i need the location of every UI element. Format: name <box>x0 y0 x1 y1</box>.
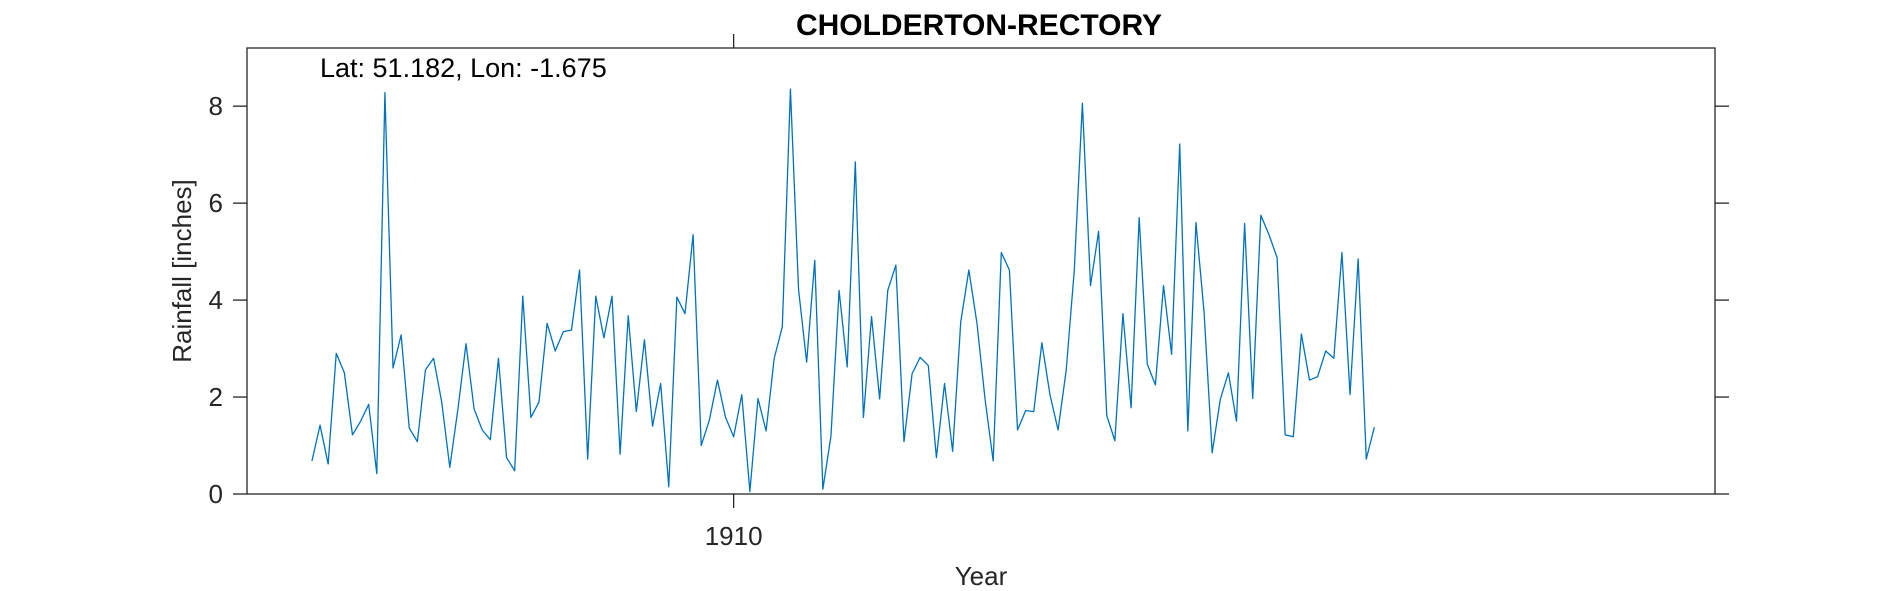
y-tick-label: 2 <box>209 382 223 412</box>
chart-title: CHOLDERTON-RECTORY <box>796 9 1162 42</box>
y-tick-label: 0 <box>209 479 223 509</box>
rainfall-series-line <box>311 88 1376 493</box>
tick-labels: 0 2 4 6 8 1910 <box>209 91 763 551</box>
y-axis-label: Rainfall [inches] <box>167 179 197 363</box>
x-tick-label: 1910 <box>705 521 763 551</box>
x-axis-label: Year <box>955 561 1008 591</box>
axis-ticks <box>233 34 1729 508</box>
y-tick-label: 8 <box>209 91 223 121</box>
location-annotation: Lat: 51.182, Lon: -1.675 <box>320 53 607 83</box>
y-tick-label: 6 <box>209 188 223 218</box>
y-tick-label: 4 <box>209 285 223 315</box>
plot-area <box>246 47 1716 495</box>
